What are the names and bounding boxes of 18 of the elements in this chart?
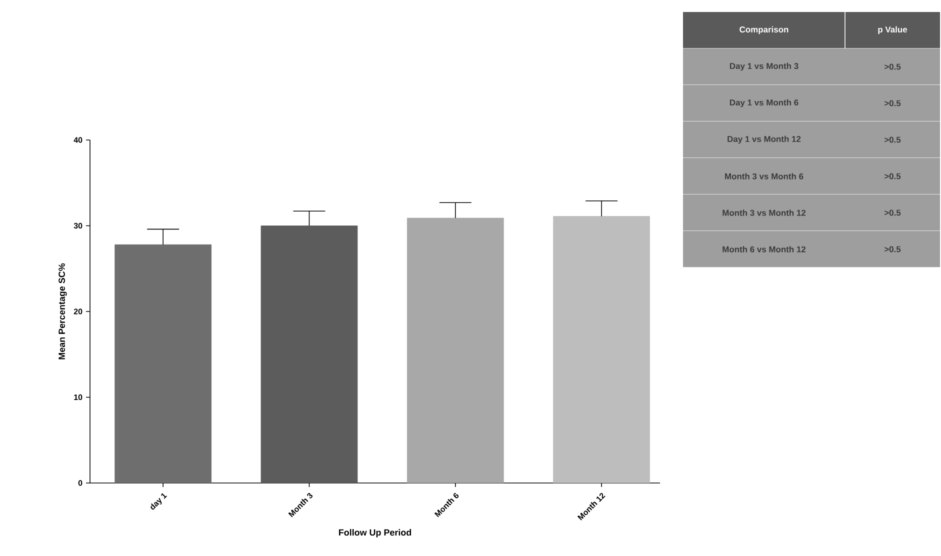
x-axis-title: Follow Up Period xyxy=(338,529,412,538)
text: Day 1 vs Month 3 xyxy=(730,62,798,71)
text: >0.5 xyxy=(884,246,901,252)
text: Comparison xyxy=(740,26,788,34)
text: p Value xyxy=(878,26,908,34)
text: >0.5 xyxy=(884,210,901,216)
bar xyxy=(114,244,212,483)
text: Day 1 vs Month 6 xyxy=(730,99,798,108)
text: Month 3 vs Month 6 xyxy=(725,173,804,180)
text: Month 6 vs Month 12 xyxy=(722,246,806,252)
text: Day 1 vs Month 12 xyxy=(728,136,801,144)
y-axis-title: Mean Percentage SC% xyxy=(58,263,67,360)
text: >0.5 xyxy=(884,173,901,180)
text: >0.5 xyxy=(884,100,901,106)
text: Month 3 vs Month 12 xyxy=(722,210,806,216)
text: >0.5 xyxy=(884,64,901,70)
bar xyxy=(553,216,650,483)
text: >0.5 xyxy=(884,136,901,143)
